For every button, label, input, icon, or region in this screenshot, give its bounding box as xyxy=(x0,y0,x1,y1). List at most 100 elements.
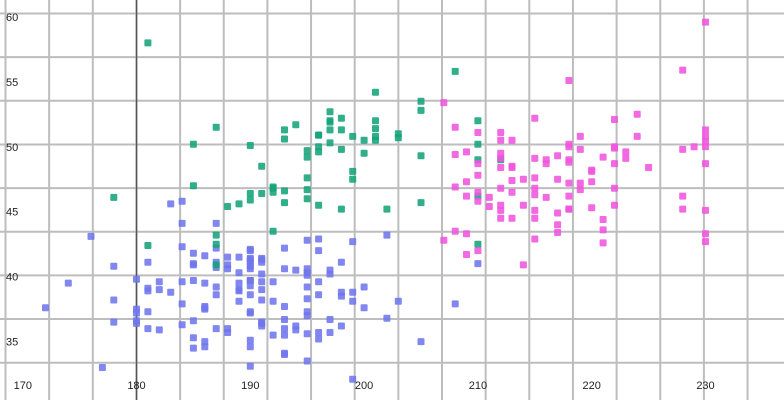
scatter-point-blue xyxy=(360,283,368,291)
scatter-point-green xyxy=(372,132,379,140)
scatter-point-blue xyxy=(258,270,266,278)
scatter-point-magenta xyxy=(611,201,618,209)
scatter-point-blue xyxy=(87,232,95,240)
scatter-point-green xyxy=(281,187,288,195)
scatter-point-blue xyxy=(349,375,357,383)
y-axis-tick-label: 45 xyxy=(6,207,18,219)
scatter-point-magenta xyxy=(702,230,709,238)
scatter-point-green xyxy=(372,125,379,133)
scatter-point-green xyxy=(372,117,379,125)
scatter-point-green xyxy=(360,136,368,144)
scatter-point-green xyxy=(303,153,311,161)
scatter-point-magenta xyxy=(531,235,539,243)
scatter-point-green xyxy=(269,184,277,192)
scatter-point-blue xyxy=(349,238,357,246)
scatter-point-green xyxy=(394,134,402,142)
scatter-point-blue xyxy=(64,279,72,287)
scatter-point-blue xyxy=(281,325,288,333)
scatter-point-magenta xyxy=(497,184,505,192)
scatter-point-magenta xyxy=(645,164,653,171)
scatter-point-magenta xyxy=(531,114,539,122)
scatter-point-green xyxy=(326,126,334,134)
scatter-point-blue xyxy=(292,322,300,330)
scatter-point-green xyxy=(246,196,254,204)
scatter-point-magenta xyxy=(542,160,550,168)
scatter-point-green xyxy=(281,126,288,134)
scatter-point-magenta xyxy=(531,154,539,162)
scatter-point-blue xyxy=(451,300,459,308)
scatter-point-blue xyxy=(155,278,163,286)
scatter-point-magenta xyxy=(599,226,607,234)
scatter-point-magenta xyxy=(588,178,596,186)
scatter-point-magenta xyxy=(702,206,709,214)
scatter-point-blue xyxy=(133,305,140,313)
scatter-point-blue xyxy=(292,266,300,274)
scatter-point-blue xyxy=(155,326,163,334)
scatter-point-magenta xyxy=(565,140,573,148)
scatter-point-magenta xyxy=(702,160,709,168)
scatter-point-blue xyxy=(189,317,197,325)
scatter-point-magenta xyxy=(554,152,562,160)
scatter-point-blue xyxy=(303,265,311,273)
scatter-point-green xyxy=(258,190,266,197)
scatter-point-blue xyxy=(281,244,288,252)
scatter-point-magenta xyxy=(497,206,505,214)
scatter-point-magenta xyxy=(679,192,687,200)
scatter-point-blue xyxy=(303,236,311,244)
scatter-point-blue xyxy=(144,325,152,333)
scatter-point-green xyxy=(417,199,425,207)
scatter-point-blue xyxy=(110,296,118,304)
scatter-point-blue xyxy=(303,295,311,303)
scatter-point-blue xyxy=(201,252,209,260)
scatter-point-magenta xyxy=(519,261,527,269)
x-axis-tick-label: 210 xyxy=(469,380,487,392)
scatter-point-blue xyxy=(349,288,357,296)
scatter-point-magenta xyxy=(463,230,470,238)
x-axis-tick-label: 200 xyxy=(355,380,373,392)
scatter-point-magenta xyxy=(576,145,584,153)
scatter-point-magenta xyxy=(508,214,516,222)
scatter-point-blue xyxy=(281,303,288,310)
scatter-point-blue xyxy=(337,292,345,300)
scatter-point-magenta xyxy=(474,188,482,196)
y-axis-tick-label: 35 xyxy=(6,337,18,349)
scatter-point-green xyxy=(349,167,357,175)
scatter-point-magenta xyxy=(440,236,448,244)
scatter-point-magenta xyxy=(519,201,527,209)
scatter-point-blue xyxy=(383,231,391,239)
scatter-point-blue xyxy=(315,247,323,255)
scatter-point-magenta xyxy=(611,116,618,123)
scatter-point-green xyxy=(281,135,288,143)
scatter-point-blue xyxy=(178,219,186,227)
scatter-point-green xyxy=(246,142,254,149)
scatter-point-green xyxy=(235,200,243,208)
scatter-point-magenta xyxy=(531,214,539,222)
scatter-point-blue xyxy=(189,260,197,268)
scatter-point-blue xyxy=(235,253,243,261)
scatter-point-green xyxy=(326,139,334,147)
scatter-point-green xyxy=(110,193,118,201)
scatter-point-blue xyxy=(212,325,220,333)
scatter-point-magenta xyxy=(474,129,482,136)
scatter-point-green xyxy=(417,106,425,114)
scatter-point-blue xyxy=(326,316,334,323)
scatter-point-magenta xyxy=(531,191,539,199)
scatter-point-magenta xyxy=(485,193,493,201)
scatter-point-green xyxy=(303,147,311,155)
scatter-point-green xyxy=(189,140,197,148)
scatter-point-magenta xyxy=(576,186,584,194)
x-axis-tick-label: 170 xyxy=(14,380,32,392)
scatter-point-magenta xyxy=(633,132,641,140)
scatter-point-blue xyxy=(189,344,197,352)
scatter-point-blue xyxy=(98,364,106,371)
scatter-point-green xyxy=(315,148,323,156)
x-axis-tick-label: 190 xyxy=(241,380,259,392)
scatter-point-magenta xyxy=(565,205,573,213)
scatter-point-magenta xyxy=(451,183,459,191)
scatter-point-blue xyxy=(144,287,152,295)
scatter-point-magenta xyxy=(565,158,573,166)
scatter-point-blue xyxy=(178,278,186,286)
scatter-point-green xyxy=(337,145,345,153)
scatter-point-green xyxy=(258,162,266,170)
